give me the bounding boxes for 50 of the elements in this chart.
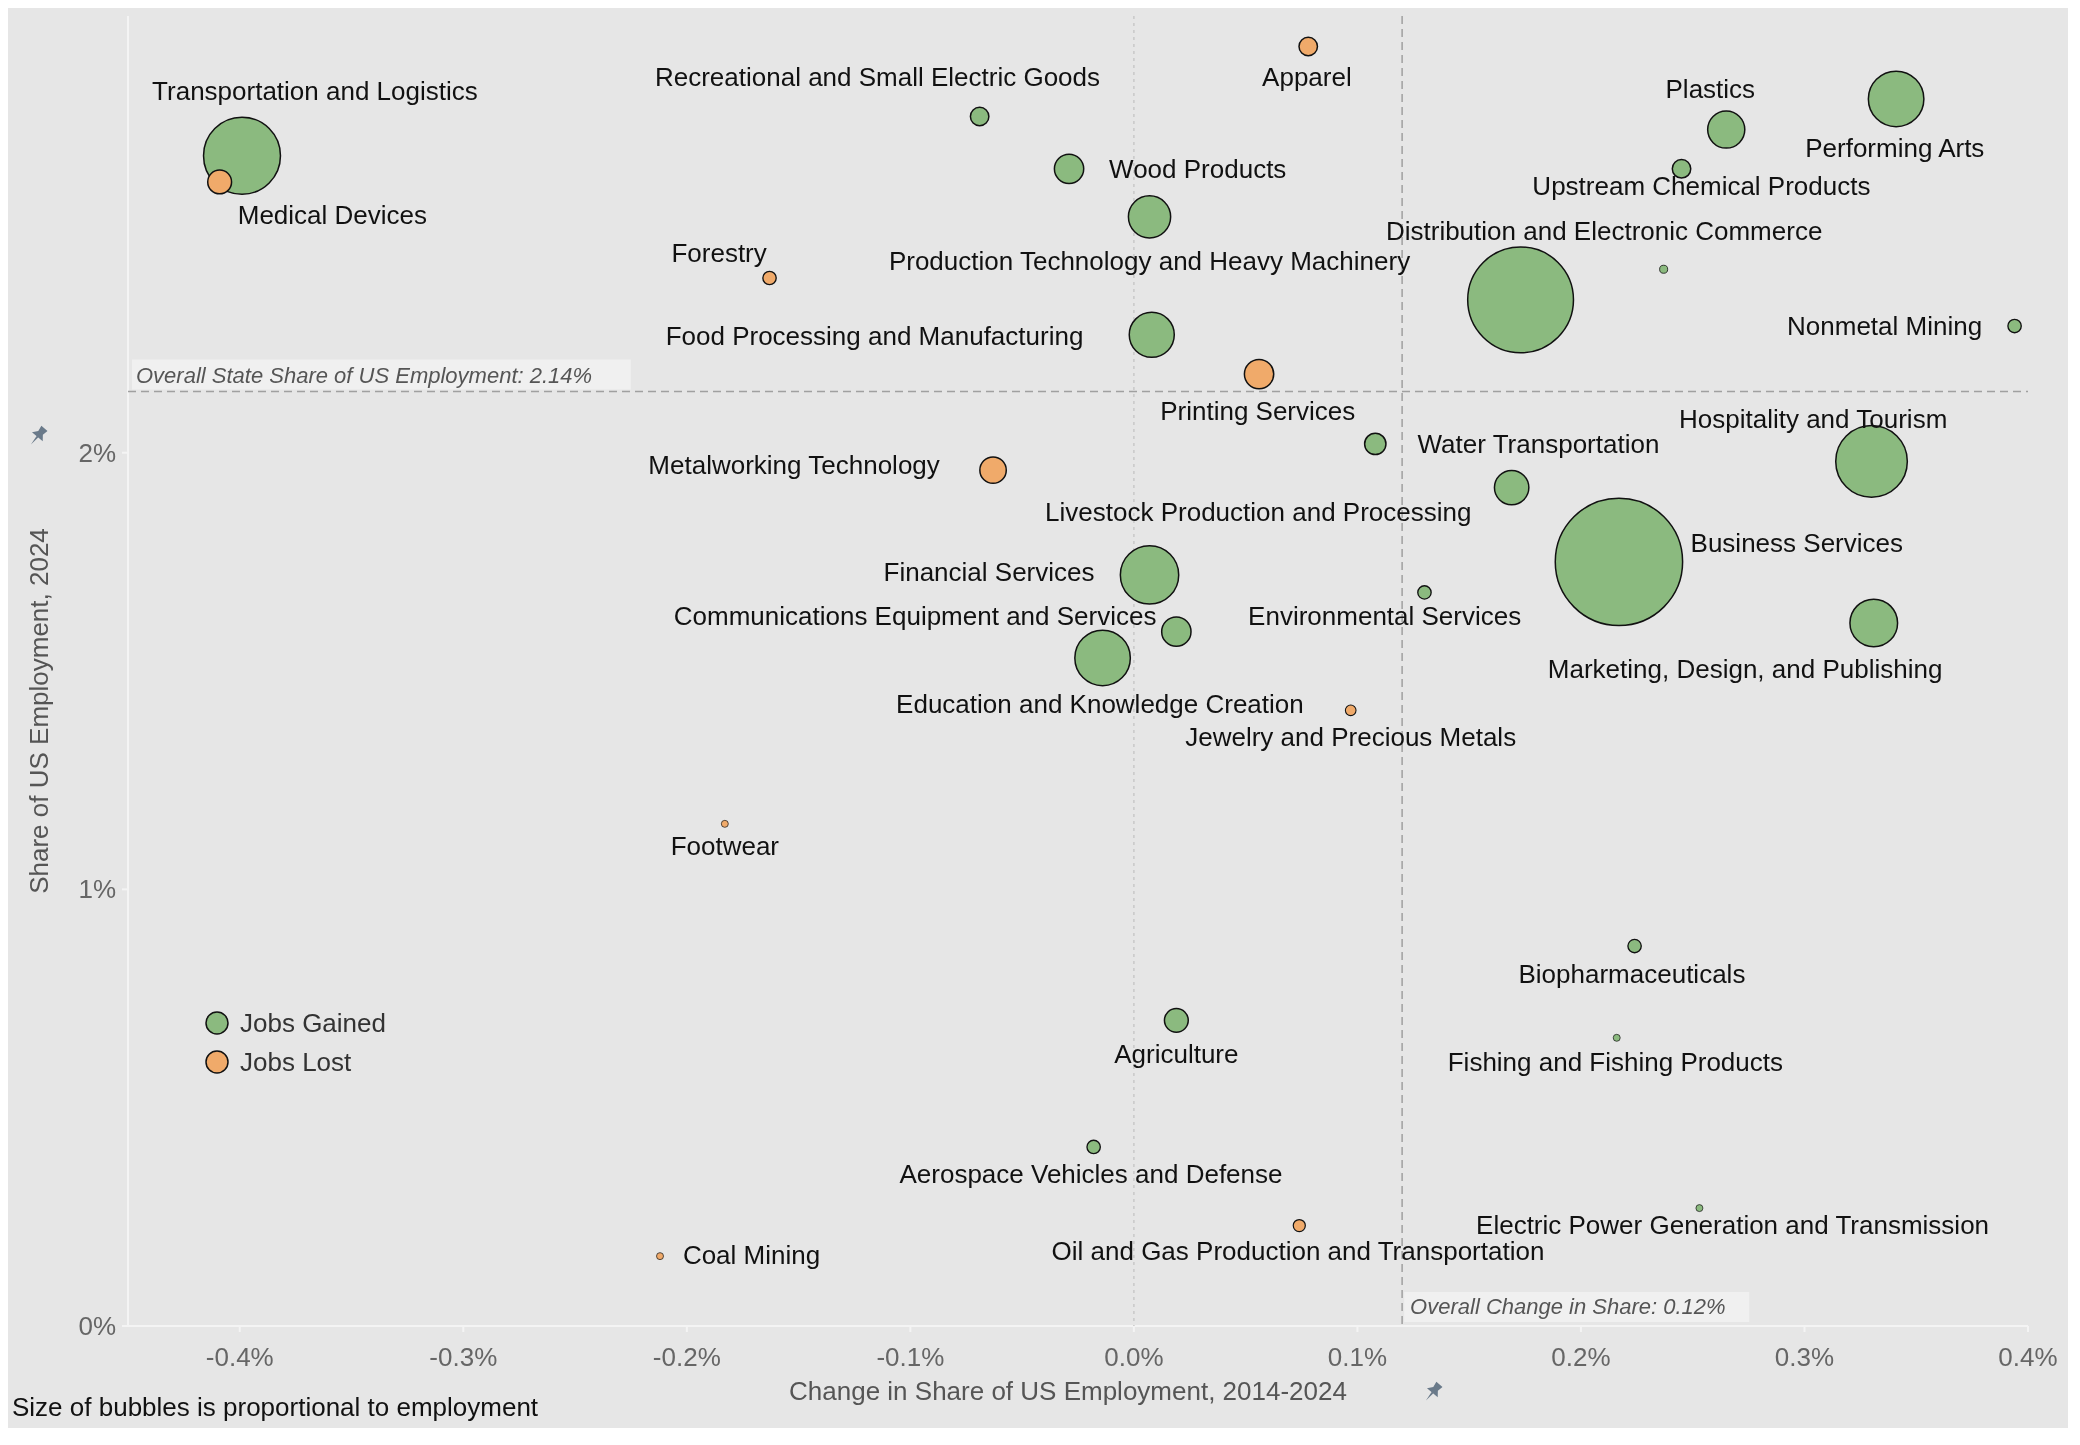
annotation: Transportation and Logistics bbox=[152, 75, 478, 106]
annotation: Apparel bbox=[1262, 62, 1352, 93]
legend-label: Jobs Lost bbox=[240, 1047, 353, 1078]
x-tick-label: 0.2% bbox=[1551, 1342, 1611, 1372]
annotation: Coal Mining bbox=[682, 1239, 821, 1270]
x-tick-label: 0.4% bbox=[1998, 1342, 2058, 1372]
x-axis-title: Change in Share of US Employment, 2014-2024 bbox=[789, 1376, 1347, 1406]
annotation: Financial Services bbox=[883, 557, 1095, 588]
annotation: Performing Arts bbox=[1805, 133, 1985, 164]
annotation: Aerospace Vehicles and Defense bbox=[899, 1158, 1283, 1189]
annotation: Biopharmaceuticals bbox=[1518, 959, 1746, 990]
x-tick-label: -0.4% bbox=[205, 1342, 274, 1372]
annotation: Medical Devices bbox=[237, 200, 428, 231]
annotation: Upstream Chemical Products bbox=[1532, 171, 1871, 202]
annotation: Nonmetal Mining bbox=[1787, 311, 1983, 342]
annotation: Metalworking Technology bbox=[648, 449, 940, 480]
annotation: Distribution and Electronic Commerce bbox=[1385, 215, 1823, 246]
x-tick-label: 0.3% bbox=[1774, 1342, 1835, 1372]
annotation: Fishing and Fishing Products bbox=[1447, 1046, 1784, 1077]
x-tick-label: 0.1% bbox=[1327, 1342, 1388, 1372]
x-tick-label: 0.0% bbox=[1104, 1342, 1164, 1372]
annotation: Agriculture bbox=[1114, 1038, 1239, 1069]
annotation: Plastics bbox=[1665, 73, 1756, 104]
annotation: Printing Services bbox=[1160, 396, 1356, 427]
annotation: Environmental Services bbox=[1248, 601, 1522, 632]
ref-line-label: Overall State Share of US Employment: 2.14% bbox=[136, 362, 593, 388]
annotation: Recreational and Small Electric Goods bbox=[654, 61, 1101, 92]
annotation: Marketing, Design, and Publishing bbox=[1547, 654, 1943, 685]
text: Size of bubbles is proportional to employment bbox=[12, 1392, 539, 1422]
annotation: Food Processing and Manufacturing bbox=[665, 321, 1084, 352]
annotation: Production Technology and Heavy Machinery bbox=[888, 245, 1411, 276]
annotation: Education and Knowledge Creation bbox=[896, 689, 1304, 720]
y-tick-label: 0% bbox=[78, 1311, 116, 1342]
annotation: Water Transportation bbox=[1417, 429, 1660, 460]
ref-line-label: Overall Change in Share: 0.12% bbox=[1410, 1294, 1726, 1319]
x-tick-label: -0.2% bbox=[652, 1342, 721, 1372]
annotation: Communications Equipment and Services bbox=[673, 600, 1157, 631]
y-tick-label: 1% bbox=[78, 874, 116, 905]
annotation: Footwear bbox=[670, 831, 780, 862]
y-tick-label: 2% bbox=[78, 437, 116, 468]
y-axis-title: Share of US Employment, 2024 bbox=[24, 528, 54, 894]
annotation: Livestock Production and Processing bbox=[1045, 496, 1472, 527]
x-tick-label: -0.3% bbox=[429, 1342, 498, 1372]
annotation: Hospitality and Tourism bbox=[1679, 404, 1948, 435]
legend-label: Jobs Gained bbox=[240, 1008, 386, 1039]
annotation: Forestry bbox=[671, 237, 767, 268]
annotation: Business Services bbox=[1690, 528, 1903, 559]
annotation: Wood Products bbox=[1109, 153, 1287, 184]
x-tick-label: -0.1% bbox=[876, 1342, 945, 1372]
annotation: Jewelry and Precious Metals bbox=[1185, 721, 1517, 752]
